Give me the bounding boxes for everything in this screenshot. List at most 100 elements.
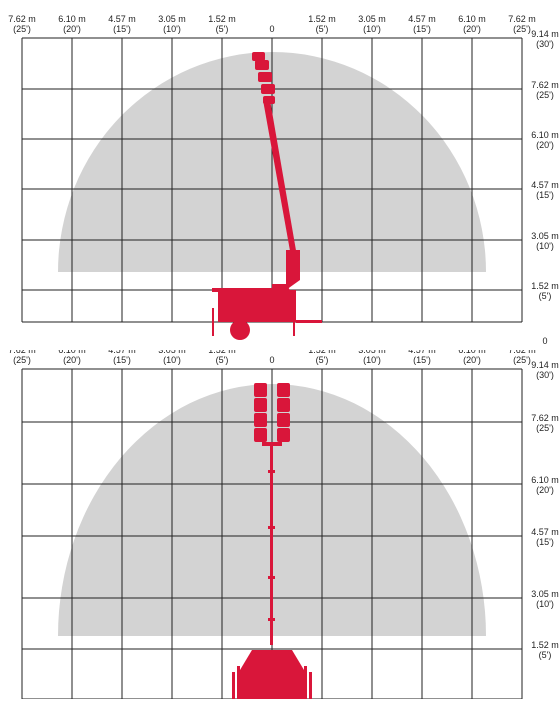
vertical-label-imperial: (25') (536, 90, 554, 100)
vertical-label-imperial: (30') (536, 39, 554, 49)
telescopic-mast (263, 100, 298, 262)
horizontal-label-metric: 0 (269, 24, 274, 34)
horizontal-label-imperial: (25') (513, 24, 531, 34)
vertical-label-metric: 1.52 m (531, 281, 559, 291)
vertical-label-imperial: (15') (536, 537, 554, 547)
lamp-head (254, 428, 267, 442)
horizontal-label-imperial: (10') (363, 355, 381, 365)
horizontal-label-metric: 3.05 m (158, 350, 186, 355)
vertical-scale-labels: 9.14 m(30')7.62 m(25')6.10 m(20')4.57 m(… (531, 360, 559, 660)
vertical-label-imperial: (5') (539, 291, 552, 301)
horizontal-label-metric: 1.52 m (308, 14, 336, 24)
horizontal-label-imperial: (15') (413, 355, 431, 365)
outrigger-leg (309, 672, 312, 699)
lamp-head (261, 84, 275, 94)
trailer-body (218, 284, 296, 322)
horizontal-label-imperial: (20') (463, 355, 481, 365)
vertical-label-imperial: (10') (536, 241, 554, 251)
vertical-label-metric: 6.10 m (531, 475, 559, 485)
outrigger-leg (304, 666, 307, 699)
horizontal-label-metric: 6.10 m (458, 350, 486, 355)
horizontal-label-metric: 3.05 m (158, 14, 186, 24)
vertical-label-metric: 7.62 m (531, 80, 559, 90)
horizontal-label-imperial: (5') (216, 24, 229, 34)
outrigger-leg (232, 672, 235, 699)
horizontal-label-metric: 6.10 m (58, 14, 86, 24)
vertical-label-metric: 9.14 m (531, 360, 559, 370)
horizontal-label-imperial: (15') (113, 355, 131, 365)
vertical-label-metric: 9.14 m (531, 29, 559, 39)
lamp-head (252, 52, 265, 61)
lamp-head (254, 398, 267, 412)
horizontal-label-imperial: (10') (163, 355, 181, 365)
vertical-label-metric: 1.52 m (531, 640, 559, 650)
horizontal-label-metric: 7.62 m (508, 350, 536, 355)
vertical-label-imperial: (15') (536, 190, 554, 200)
vertical-label-metric: 0 (542, 336, 547, 346)
horizontal-label-imperial: (25') (13, 355, 31, 365)
horizontal-label-metric: 1.52 m (208, 350, 236, 355)
horizontal-label-metric: 3.05 m (358, 350, 386, 355)
lamp-head (254, 383, 267, 397)
side-view-machine (212, 52, 322, 340)
reach-diagram-rear-view: 7.62 m (25') 6.10 m (20') 4.57 m (15') 3.05 m(… (0, 345, 560, 700)
lamp-head (258, 72, 272, 82)
trailer-body (240, 650, 304, 699)
outrigger-leg (237, 666, 240, 699)
vertical-label-metric: 3.05 m (531, 589, 559, 599)
vertical-label-imperial: (25') (536, 423, 554, 433)
mast-pivot (286, 250, 300, 290)
vertical-label-imperial: (20') (536, 485, 554, 495)
horizontal-label-metric: 3.05 m (358, 14, 386, 24)
reach-diagram-side-view: 7.62 m (25') 6.10 m (20') 4.57 m (15') 3.05 m(… (0, 0, 560, 350)
vertical-label-imperial: (30') (536, 370, 554, 380)
horizontal-scale-labels: 7.62 m(25')6.10 m(20')4.57 m(15')3.05 m(… (8, 14, 536, 34)
lamp-head (277, 428, 290, 442)
horizontal-label-imperial: (20') (463, 24, 481, 34)
vertical-label-metric: 6.10 m (531, 130, 559, 140)
vertical-label-imperial: (5') (539, 650, 552, 660)
horizontal-label-metric: 0 (269, 355, 274, 365)
horizontal-label-imperial: (15') (113, 24, 131, 34)
trailer-roof-edge (212, 288, 280, 292)
lamp-crossbar (262, 442, 282, 446)
horizontal-label-imperial: (25') (13, 24, 31, 34)
horizontal-label-imperial: (5') (316, 355, 329, 365)
horizontal-label-metric: 6.10 m (58, 350, 86, 355)
trailer-wheel (230, 320, 250, 340)
horizontal-label-imperial: (20') (63, 24, 81, 34)
mast-collar (268, 526, 275, 529)
horizontal-label-metric: 6.10 m (458, 14, 486, 24)
horizontal-label-imperial: (10') (163, 24, 181, 34)
outrigger-leg (293, 310, 295, 336)
mast-collar (268, 618, 275, 621)
vertical-scale-labels: 9.14 m(30')7.62 m(25')6.10 m(20')4.57 m(… (531, 29, 559, 346)
vertical-label-metric: 7.62 m (531, 413, 559, 423)
lamp-head (255, 60, 269, 70)
vertical-label-imperial: (10') (536, 599, 554, 609)
horizontal-label-imperial: (10') (363, 24, 381, 34)
horizontal-label-metric: 7.62 m (8, 14, 36, 24)
rear-view-machine (232, 383, 312, 699)
rear-view-svg: 7.62 m(25')6.10 m(20')4.57 m(15')3.05 m(… (8, 345, 559, 700)
horizontal-label-metric: 4.57 m (408, 350, 436, 355)
outrigger-leg (212, 308, 214, 336)
mast-collar (268, 576, 275, 579)
horizontal-label-metric: 1.52 m (308, 350, 336, 355)
horizontal-label-imperial: (20') (63, 355, 81, 365)
grid (21, 37, 523, 323)
vertical-label-imperial: (20') (536, 140, 554, 150)
horizontal-label-metric: 7.62 m (8, 350, 36, 355)
vertical-label-metric: 4.57 m (531, 180, 559, 190)
horizontal-label-imperial: (5') (316, 24, 329, 34)
side-view-svg: 7.62 m(25')6.10 m(20')4.57 m(15')3.05 m(… (8, 14, 559, 346)
horizontal-label-metric: 1.52 m (208, 14, 236, 24)
horizontal-scale-labels: 7.62 m(25')6.10 m(20')4.57 m(15')3.05 m(… (8, 345, 536, 365)
horizontal-label-metric: 4.57 m (408, 14, 436, 24)
horizontal-label-imperial: (15') (413, 24, 431, 34)
horizontal-label-imperial: (5') (216, 355, 229, 365)
horizontal-label-metric: 7.62 m (508, 14, 536, 24)
vertical-label-metric: 4.57 m (531, 527, 559, 537)
horizontal-label-metric: 4.57 m (108, 14, 136, 24)
lamp-head (277, 398, 290, 412)
